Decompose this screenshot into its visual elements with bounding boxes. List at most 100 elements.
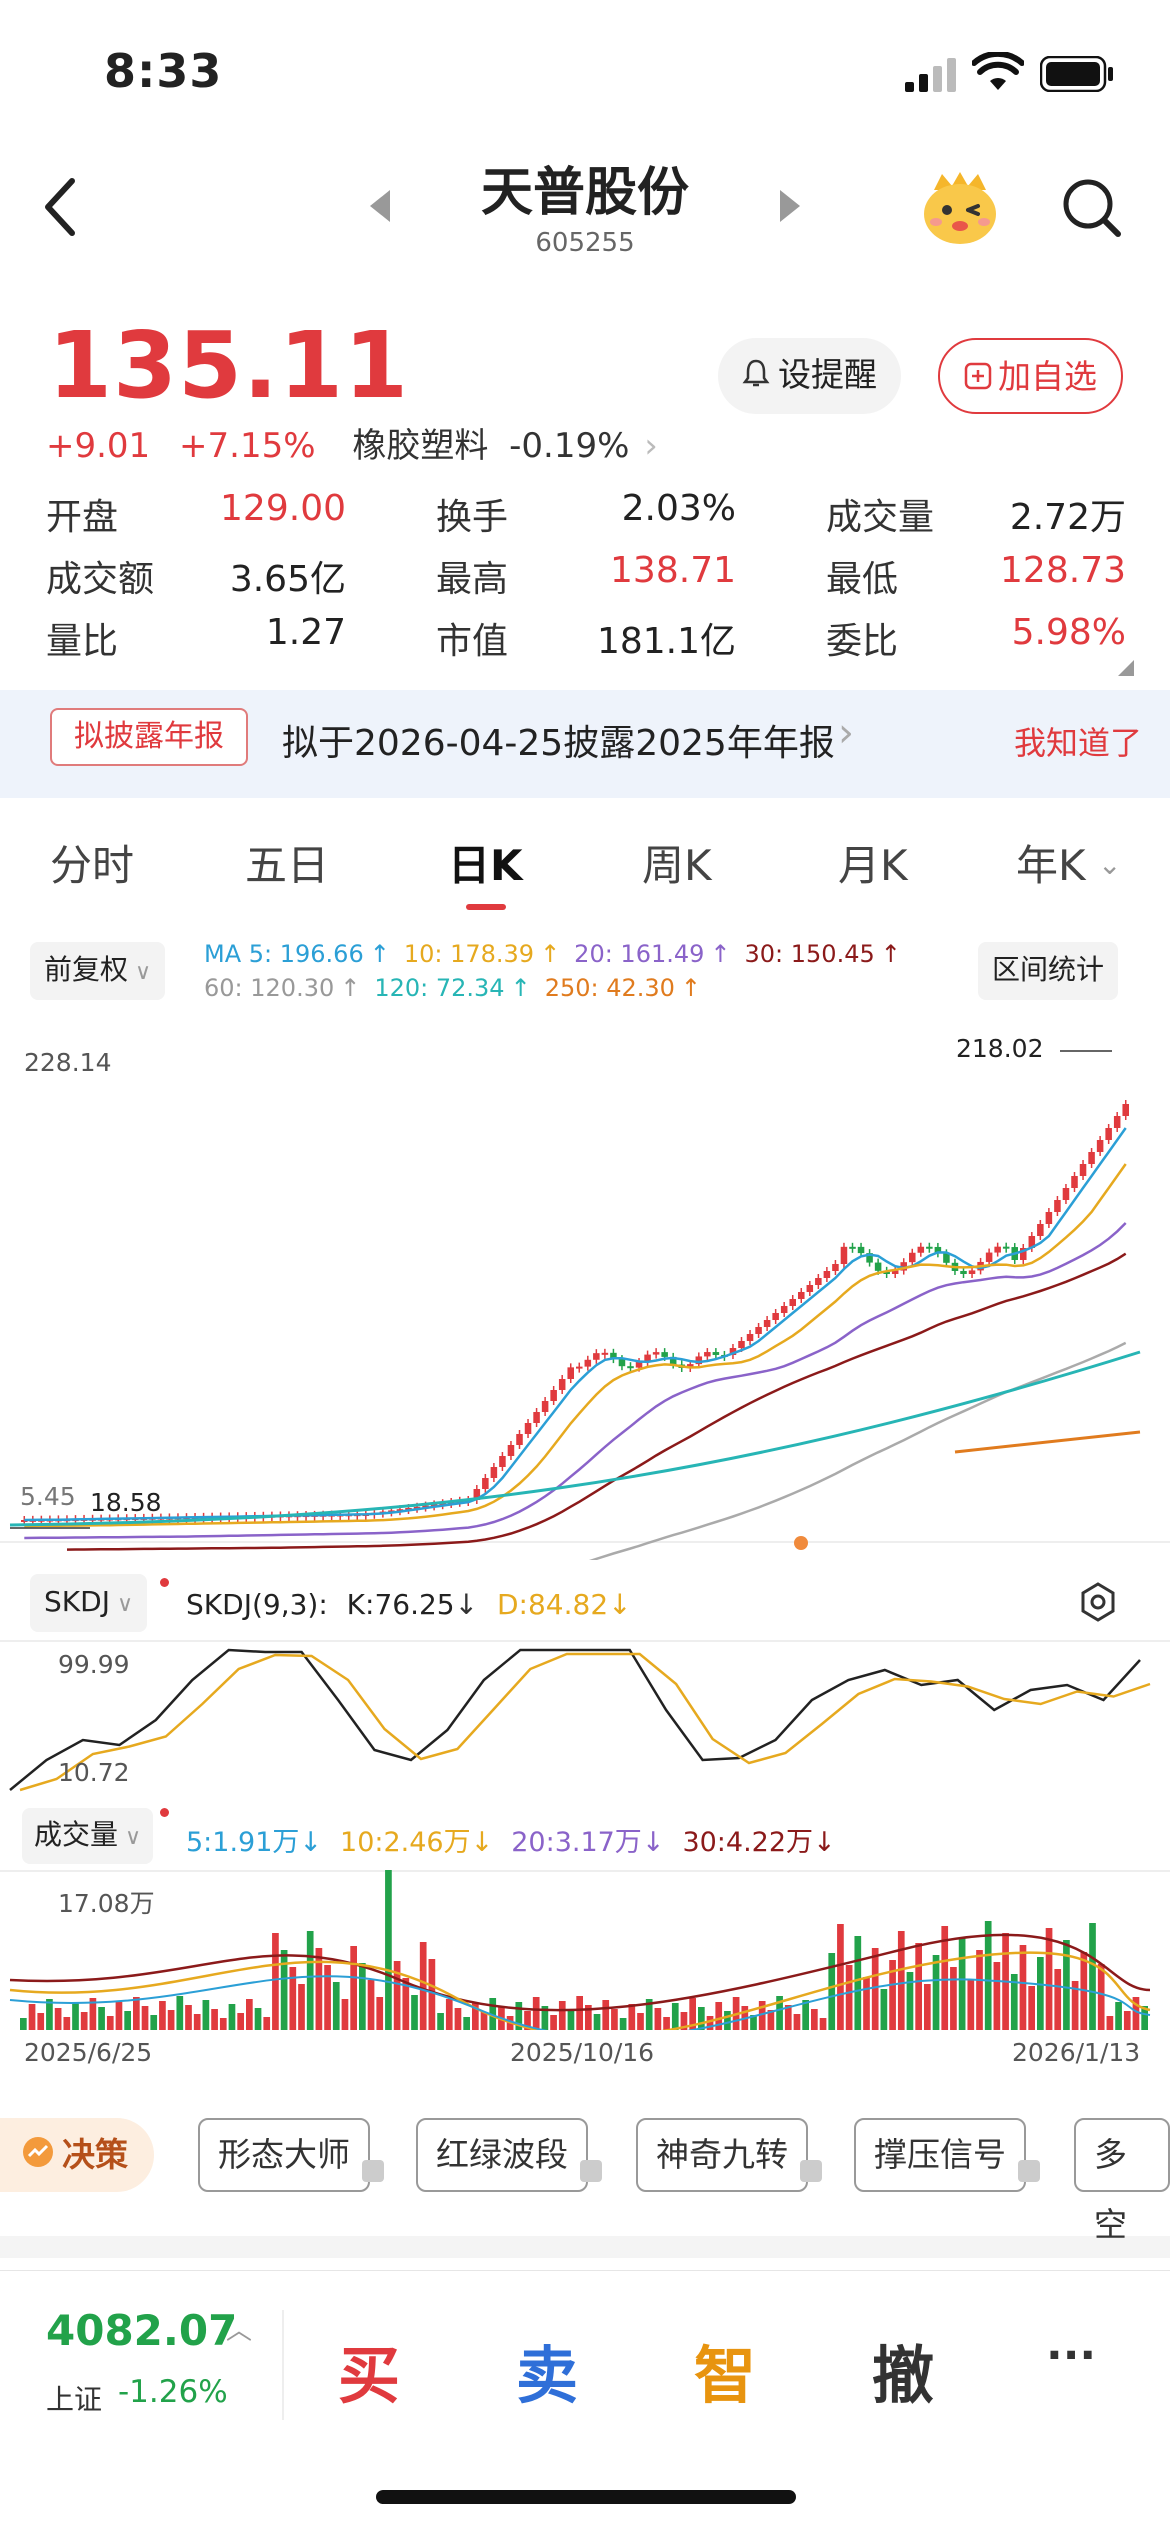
candle: [618, 1359, 626, 1367]
price-max-label: 218.02: [956, 1034, 1044, 1063]
tab-1[interactable]: 五日: [245, 841, 330, 890]
decision-badge[interactable]: 决策: [0, 2118, 154, 2192]
disclosure-banner[interactable]: 拟披露年报 拟于2026-04-25披露2025年年报 › 我知道了: [0, 690, 1170, 798]
ma-legend-row-2: 60: 120.30 ↑ 120: 72.34 ↑ 250: 42.30 ↑: [204, 974, 715, 1002]
date-mid: 2025/10/16: [510, 2038, 655, 2067]
wifi-icon: [971, 50, 1025, 96]
volume-bar: [402, 1978, 410, 2030]
smart-button[interactable]: 智: [694, 2339, 757, 2412]
strategy-chip[interactable]: 神奇九转: [636, 2118, 808, 2192]
volume-bar: [871, 1948, 879, 2030]
volume-bar: [98, 2007, 105, 2030]
candle: [780, 1306, 788, 1313]
candle: [815, 1278, 822, 1285]
tab-5[interactable]: 年K: [1016, 841, 1086, 890]
volume-bar: [46, 1999, 53, 2030]
strategy-chip[interactable]: 撑压信号: [854, 2118, 1026, 2192]
volume-bar: [159, 2001, 166, 2030]
range-stats-button[interactable]: 区间统计: [978, 942, 1119, 1000]
sector-pct[interactable]: -0.19%: [509, 426, 630, 466]
volume-bar: [602, 2000, 610, 2030]
sector-name[interactable]: 橡胶塑料: [352, 426, 489, 466]
volume-bar: [376, 1997, 384, 2030]
candle: [789, 1299, 796, 1306]
tab-3[interactable]: 周K: [642, 841, 712, 890]
next-stock-icon[interactable]: [778, 188, 802, 228]
candle: [891, 1270, 899, 1274]
adjust-selector[interactable]: 前复权 ∨: [30, 942, 166, 1000]
volume-bar: [515, 2002, 523, 2030]
candle: [917, 1246, 925, 1253]
volume-bar: [367, 1980, 375, 2030]
candle: [507, 1445, 515, 1456]
bell-icon: [742, 340, 770, 414]
volume-bar: [289, 1967, 297, 2030]
mascot-icon[interactable]: [920, 170, 1000, 250]
tab-2[interactable]: 日K: [448, 841, 523, 890]
metric-label: 成交额: [46, 559, 155, 600]
volume-bar: [1019, 1945, 1027, 2030]
cancel-order-button[interactable]: 撤: [872, 2339, 935, 2412]
metric-value: 128.73: [1000, 550, 1126, 591]
ma-line: [24, 1163, 1127, 1528]
ma-line: [66, 1252, 1127, 1551]
settings-icon[interactable]: [1078, 1582, 1118, 1626]
decision-icon: [22, 2120, 54, 2194]
volume-bar: [897, 1931, 905, 2030]
candle: [1079, 1164, 1087, 1176]
strategy-chip[interactable]: 红绿波段: [416, 2118, 588, 2192]
volume-bar: [1115, 2002, 1122, 2030]
candle: [772, 1313, 779, 1320]
volume-bar: [967, 1979, 975, 2030]
volume-bar: [272, 1933, 279, 2030]
strategy-chip[interactable]: 多空: [1074, 2118, 1170, 2244]
back-icon[interactable]: [40, 175, 80, 243]
strategy-chip[interactable]: 形态大师: [198, 2118, 370, 2192]
chevron-right-icon[interactable]: ›: [644, 426, 658, 466]
search-icon[interactable]: [1060, 176, 1124, 244]
skdj-chart[interactable]: [0, 1640, 1170, 1800]
add-watchlist-button[interactable]: 加自选: [938, 338, 1123, 414]
volume-dot: [160, 1808, 169, 1817]
volume-bar: [445, 1999, 453, 2030]
candle: [576, 1366, 583, 1369]
volume-bar: [645, 1999, 653, 2030]
volume-bar: [141, 2006, 149, 2030]
volume-bar: [280, 1950, 288, 2030]
home-indicator: [376, 2490, 796, 2504]
candle: [396, 1509, 404, 1512]
tab-0[interactable]: 分时: [50, 841, 135, 890]
volume-bar: [37, 2013, 45, 2030]
metric-label: 开盘: [46, 497, 119, 538]
skdj-selector[interactable]: SKDJ ∨: [30, 1574, 148, 1632]
price-change: +9.01: [46, 426, 151, 466]
candle: [1028, 1236, 1036, 1248]
volume-bar: [176, 1996, 184, 2030]
prev-stock-icon[interactable]: [368, 188, 392, 228]
sell-button[interactable]: 卖: [516, 2339, 579, 2412]
signal-icon: [905, 58, 957, 96]
buy-button[interactable]: 买: [338, 2339, 401, 2412]
up-arrow-icon: ↑: [369, 940, 390, 968]
candle: [874, 1262, 882, 1271]
more-button[interactable]: ···: [1046, 2330, 1097, 2381]
set-alert-button[interactable]: 设提醒: [718, 338, 901, 414]
volume-selector[interactable]: 成交量 ∨: [22, 1808, 154, 1864]
candle: [447, 1502, 455, 1504]
lock-icon: [800, 2160, 822, 2182]
tab-4[interactable]: 月K: [838, 841, 908, 890]
candle: [405, 1508, 412, 1510]
volume-bar: [341, 1999, 349, 2030]
volume-ma-line: [9, 1975, 1151, 2030]
volume-bar: [715, 2002, 723, 2030]
index-value[interactable]: 4082.07: [46, 2306, 238, 2355]
ma-legend-row-1: MA 5: 196.66 ↑ 10: 178.39 ↑ 20: 161.49 ↑ 30: 1…: [204, 940, 915, 968]
down-arrow-icon: ↓: [299, 1827, 323, 1858]
volume-chart[interactable]: [0, 1870, 1170, 2030]
chevron-down-icon[interactable]: ⌄: [1098, 848, 1122, 881]
volume-bar: [637, 2013, 644, 2030]
volume-bar: [489, 1998, 497, 2030]
candlestick-chart[interactable]: [0, 1020, 1170, 1560]
metric-value: 2.72万: [1009, 497, 1126, 538]
banner-dismiss[interactable]: 我知道了: [1014, 724, 1143, 762]
